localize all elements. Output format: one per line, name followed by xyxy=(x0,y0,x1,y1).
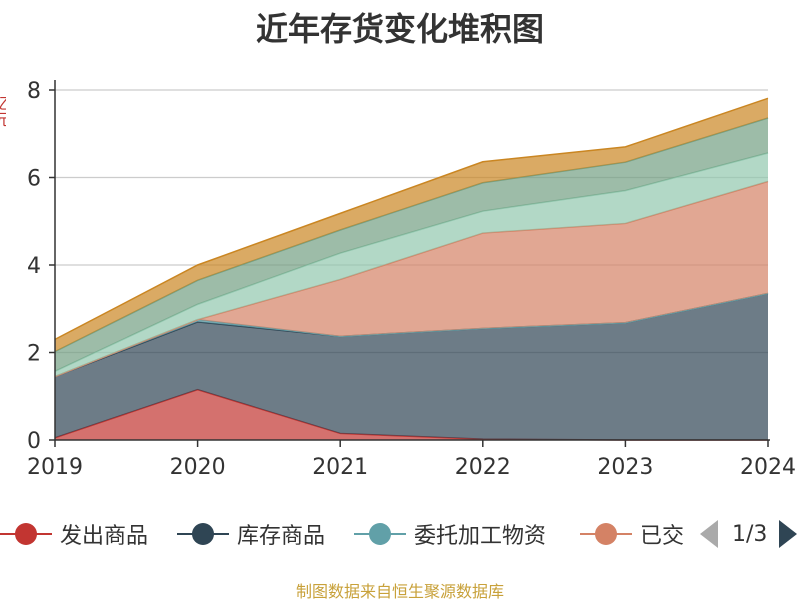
y-tick-label: 6 xyxy=(27,167,41,192)
legend-label: 库存商品 xyxy=(237,524,326,549)
line-已交付未验收 xyxy=(54,180,769,378)
x-tick-label: 2023 xyxy=(597,455,653,480)
legend-marker-icon xyxy=(177,514,229,554)
legend-clip: 已交 xyxy=(580,514,685,554)
x-tick-label: 2019 xyxy=(27,455,83,480)
y-axis-label: 亿元 xyxy=(0,96,6,136)
legend-marker-icon xyxy=(580,514,632,554)
area-发出商品 xyxy=(55,389,768,440)
x-tick-label: 2021 xyxy=(312,455,368,480)
legend-dot xyxy=(192,523,214,545)
area-已交付未验收 xyxy=(55,181,768,377)
y-tick-label: 2 xyxy=(27,342,41,367)
legend-item-yijiao[interactable]: 已交 xyxy=(580,514,684,554)
line-其他 xyxy=(54,97,769,341)
legend-pager: 1/3 xyxy=(700,514,798,554)
next-page-icon[interactable] xyxy=(779,520,798,548)
legend-item-weituo[interactable]: 委托加工物资 xyxy=(354,514,546,554)
y-tick-label: 4 xyxy=(27,254,41,279)
x-tick-label: 2022 xyxy=(455,455,511,480)
area-series xyxy=(54,97,769,441)
y-tick-label: 0 xyxy=(27,429,41,454)
legend-dot xyxy=(595,523,617,545)
legend-label: 发出商品 xyxy=(60,524,149,549)
legend-marker-icon xyxy=(354,514,406,554)
area-库存商品 xyxy=(55,293,768,440)
chart-title: 近年存货变化堆积图 xyxy=(255,10,544,48)
legend: 发出商品 库存商品 委托加工物资 已交 xyxy=(0,514,800,554)
x-tick-label: 2020 xyxy=(170,455,226,480)
axes: 0 2 4 6 8 2019 2020 2021 2022 2023 2024 xyxy=(27,79,796,480)
line-原材料 xyxy=(54,152,769,372)
prev-page-icon[interactable] xyxy=(700,520,718,548)
y-tick-label: 8 xyxy=(27,79,41,104)
legend-item-fachu[interactable]: 发出商品 xyxy=(0,514,148,554)
area-在产品 xyxy=(55,118,768,372)
area-其他 xyxy=(55,98,768,352)
data-source-note: 制图数据来自恒生聚源数据库 xyxy=(295,582,504,601)
area-原材料 xyxy=(55,153,768,377)
legend-marker-icon xyxy=(0,514,52,554)
x-tick-label: 2024 xyxy=(740,455,796,480)
legend-page-indicator: 1/3 xyxy=(732,521,768,547)
legend-dot xyxy=(369,523,391,545)
legend-dot xyxy=(15,523,37,545)
legend-label: 已交 xyxy=(640,524,685,549)
legend-label: 委托加工物资 xyxy=(414,524,547,549)
legend-item-kucun[interactable]: 库存商品 xyxy=(177,514,325,554)
